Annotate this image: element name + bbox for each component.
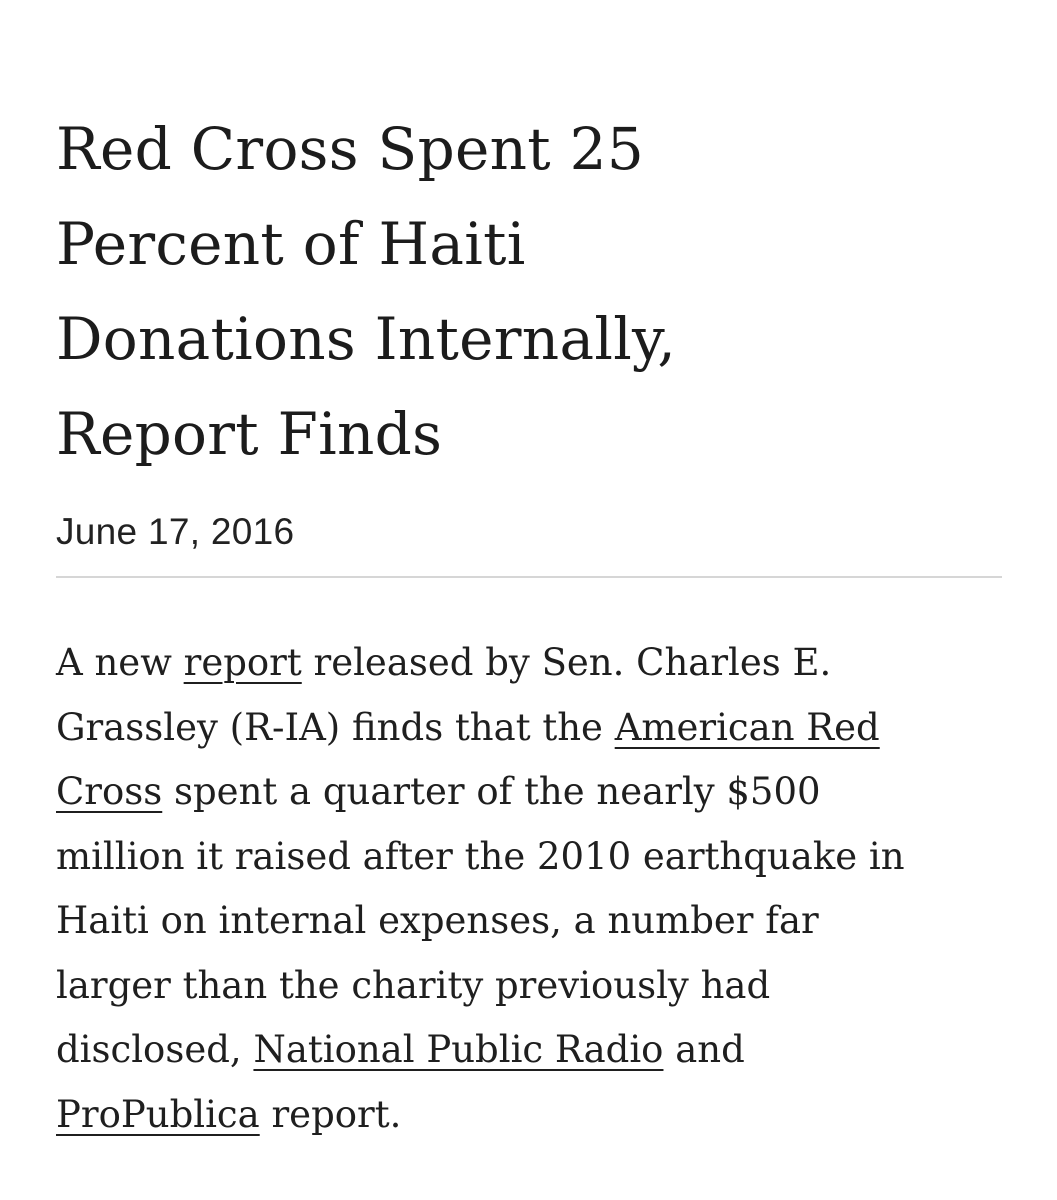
body-text-segment: and [663, 1028, 745, 1071]
american-red-cross-link-continued[interactable]: Cross [56, 770, 163, 813]
body-line: Cross spent a quarter of the nearly $500 [56, 760, 1002, 825]
body-line: larger than the charity previously had [56, 963, 771, 1007]
body-text-segment: report. [259, 1092, 402, 1136]
headline-line: Percent of Haiti [56, 210, 526, 278]
headline-line: Donations Internally, [56, 305, 677, 373]
american-red-cross-link[interactable]: American Red [614, 705, 880, 749]
propublica-link[interactable]: ProPublica [56, 1092, 260, 1136]
report-link[interactable]: report [183, 641, 302, 684]
body-text-segment: spent a quarter of the nearly $500 [162, 770, 821, 813]
headline-line: Report Finds [56, 400, 443, 468]
body-line: A new report released by Sen. Charles E. [56, 631, 1002, 696]
body-line: Grassley (R-IA) finds that the American … [56, 696, 1002, 761]
body-line: ProPublica report. [56, 1083, 1002, 1148]
body-text-segment: Grassley (R-IA) finds that the [56, 705, 615, 749]
body-text-segment: released by Sen. Charles E. [301, 641, 832, 684]
body-text-segment: disclosed, [56, 1028, 254, 1071]
article-body: A new report released by Sen. Charles E.… [56, 631, 1002, 1147]
npr-link[interactable]: National Public Radio [253, 1028, 664, 1071]
headline-line: Red Cross Spent 25 [56, 115, 645, 183]
article-headline: Red Cross Spent 25 Percent of Haiti Dona… [56, 102, 1002, 482]
body-line: million it raised after the 2010 earthqu… [56, 834, 905, 878]
body-line: disclosed, National Public Radio and [56, 1018, 1002, 1083]
article: Red Cross Spent 25 Percent of Haiti Dona… [56, 102, 1002, 1147]
body-text-segment: A new [56, 641, 184, 684]
article-date: June 17, 2016 [56, 511, 295, 552]
body-line: Haiti on internal expenses, a number far [56, 899, 819, 942]
divider [56, 576, 1002, 578]
